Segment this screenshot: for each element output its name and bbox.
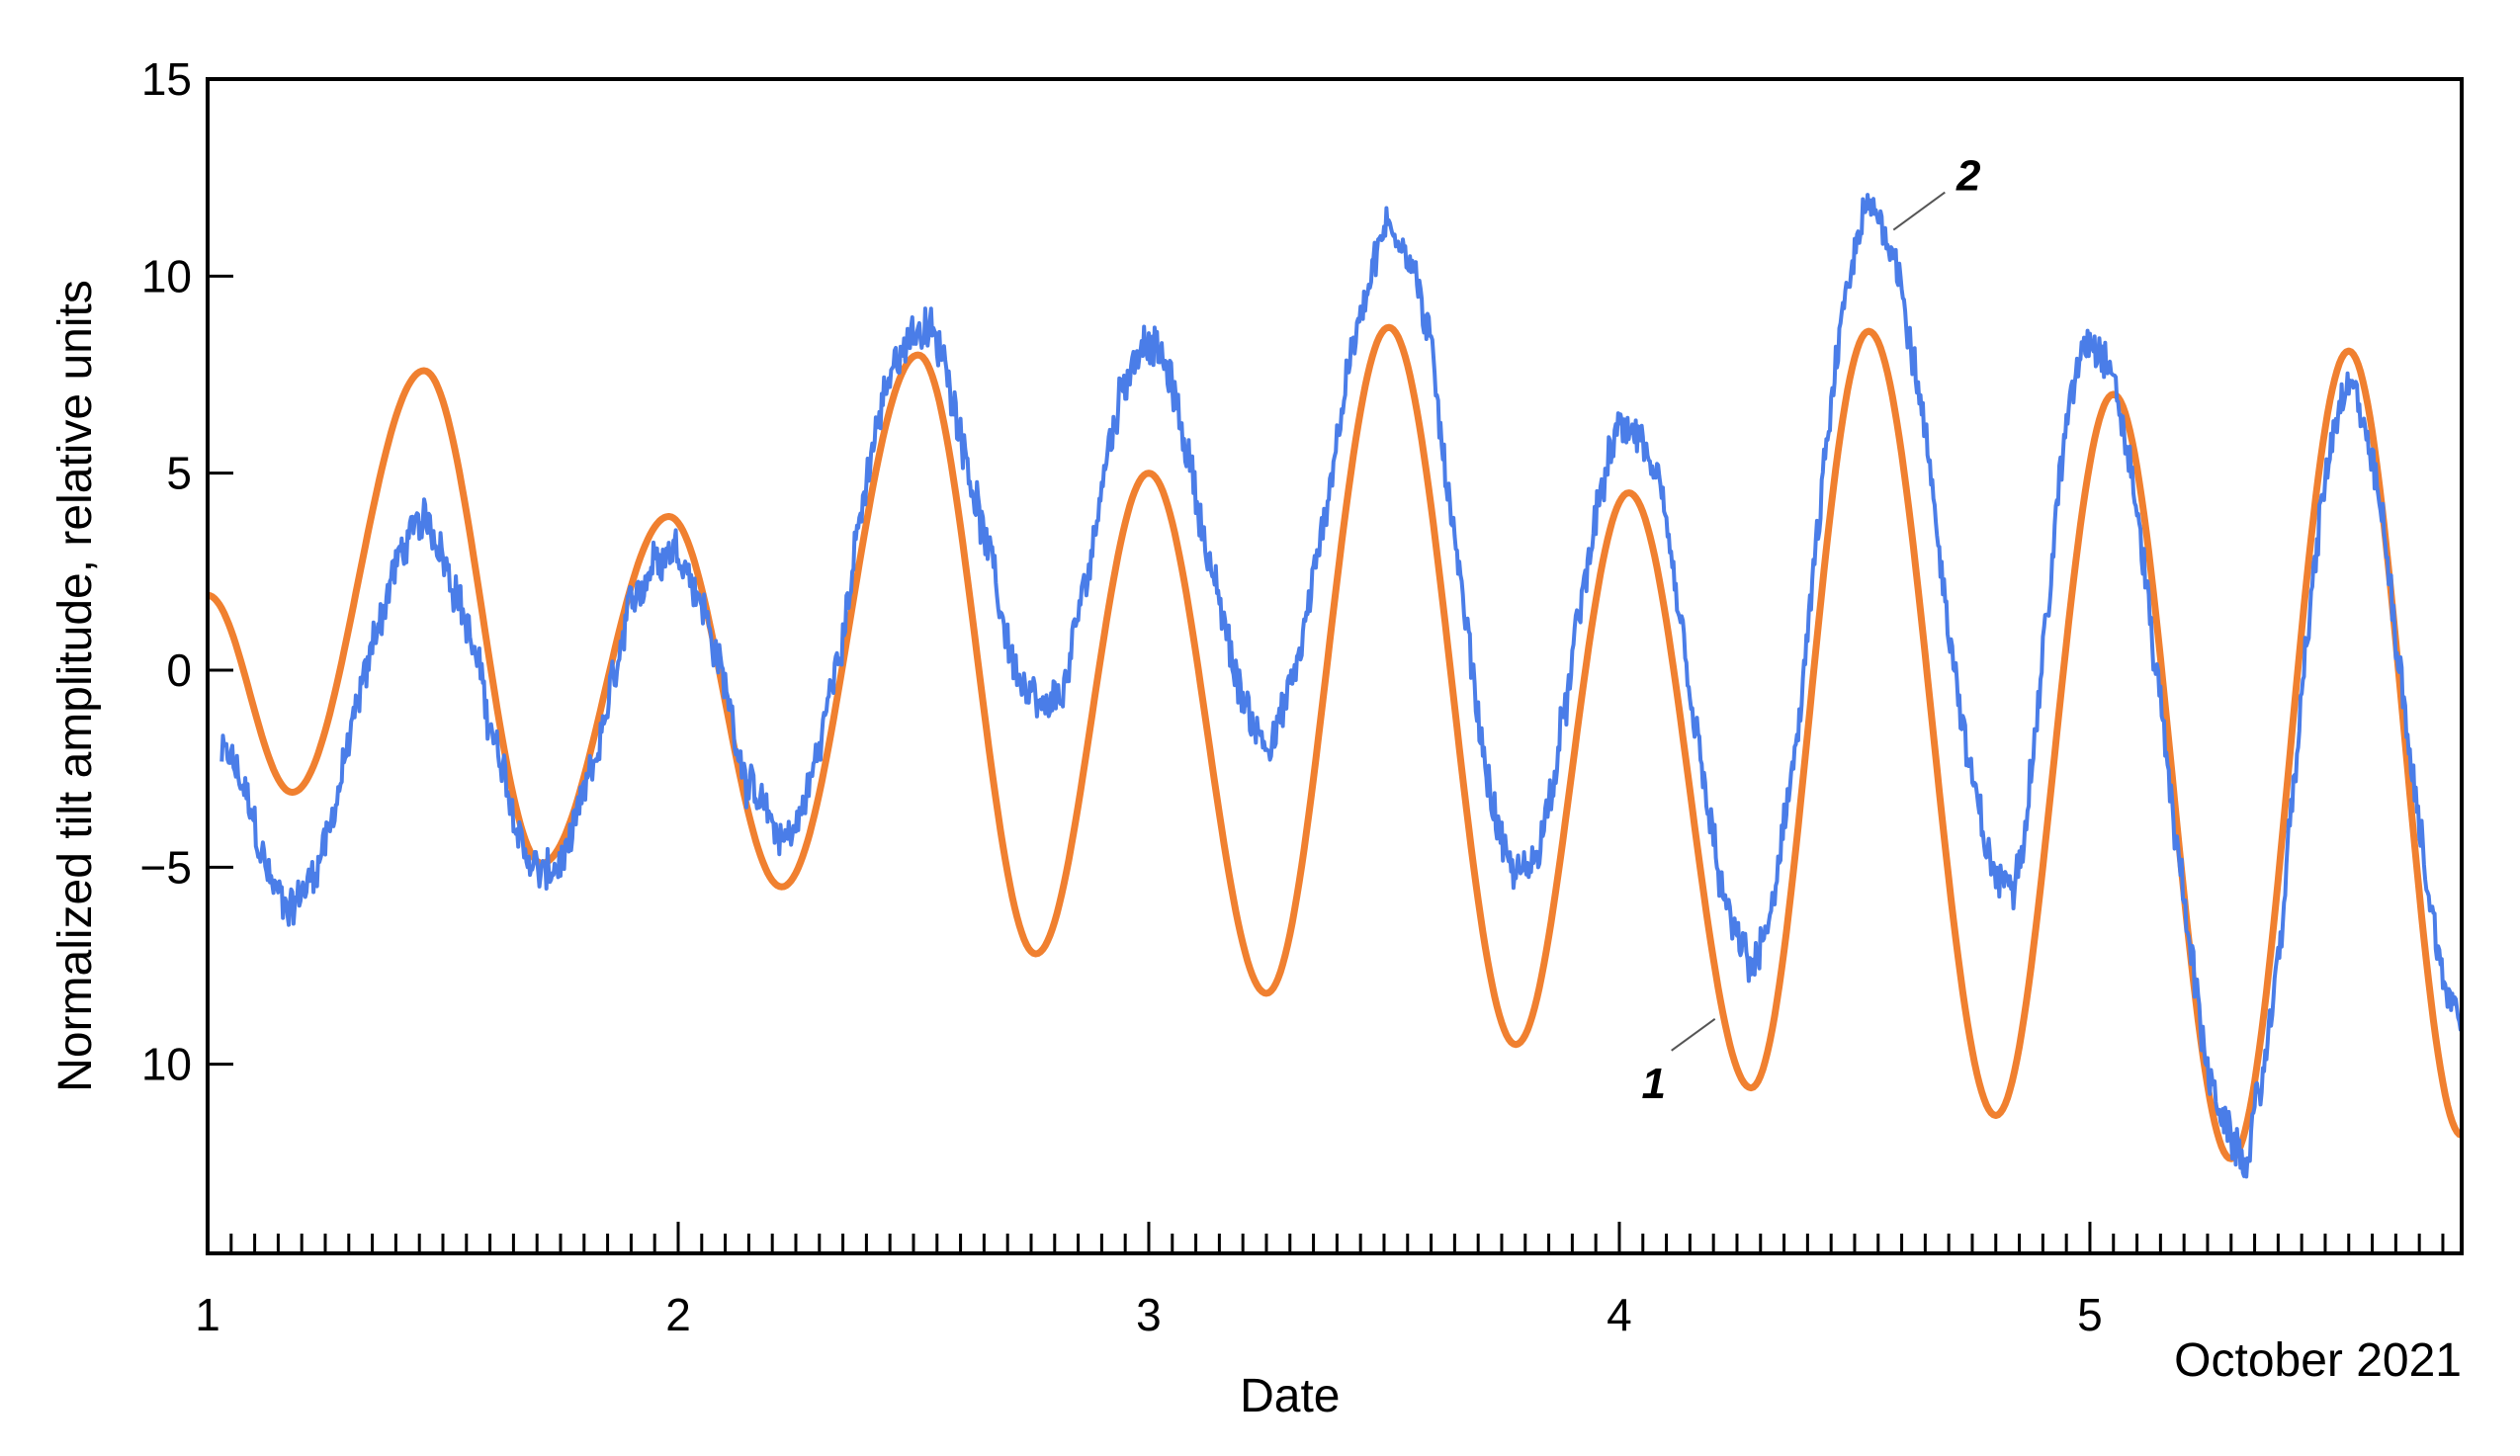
x-tick-label: 4 [1607,1289,1632,1340]
plot-frame [206,77,2464,1255]
series-2-label: 2 [1955,152,1981,201]
y-axis-title: Normalized tilt amplitude, relative unit… [49,280,102,1092]
y-tick-label: 5 [166,448,192,499]
tick-layer [206,77,2445,1253]
y-tick-label: 15 [141,53,192,105]
x-axis-title: Date [1240,1370,1340,1422]
x-tick-label: 3 [1136,1289,1162,1340]
y-tick-label: 0 [166,644,192,696]
y-tick-label: 10 [141,1039,192,1090]
label-layer: 1 2 3 4 5 15 10 5 0 −5 10 1 2 [140,53,2103,1340]
x-tick-label: 5 [2077,1289,2103,1340]
series-1-leader [1671,1018,1716,1052]
series-layer [206,193,2464,1179]
x-tick-label: 1 [195,1289,220,1340]
date-caption: October 2021 [2174,1334,2462,1387]
series-1-label: 1 [1641,1060,1665,1108]
series-line-2 [219,193,2464,1179]
y-tick-label: −5 [140,841,192,893]
series-line-1 [206,323,2464,1162]
series-2-leader [1892,191,1946,231]
x-tick-label: 2 [665,1289,691,1340]
y-tick-label: 10 [141,250,192,301]
